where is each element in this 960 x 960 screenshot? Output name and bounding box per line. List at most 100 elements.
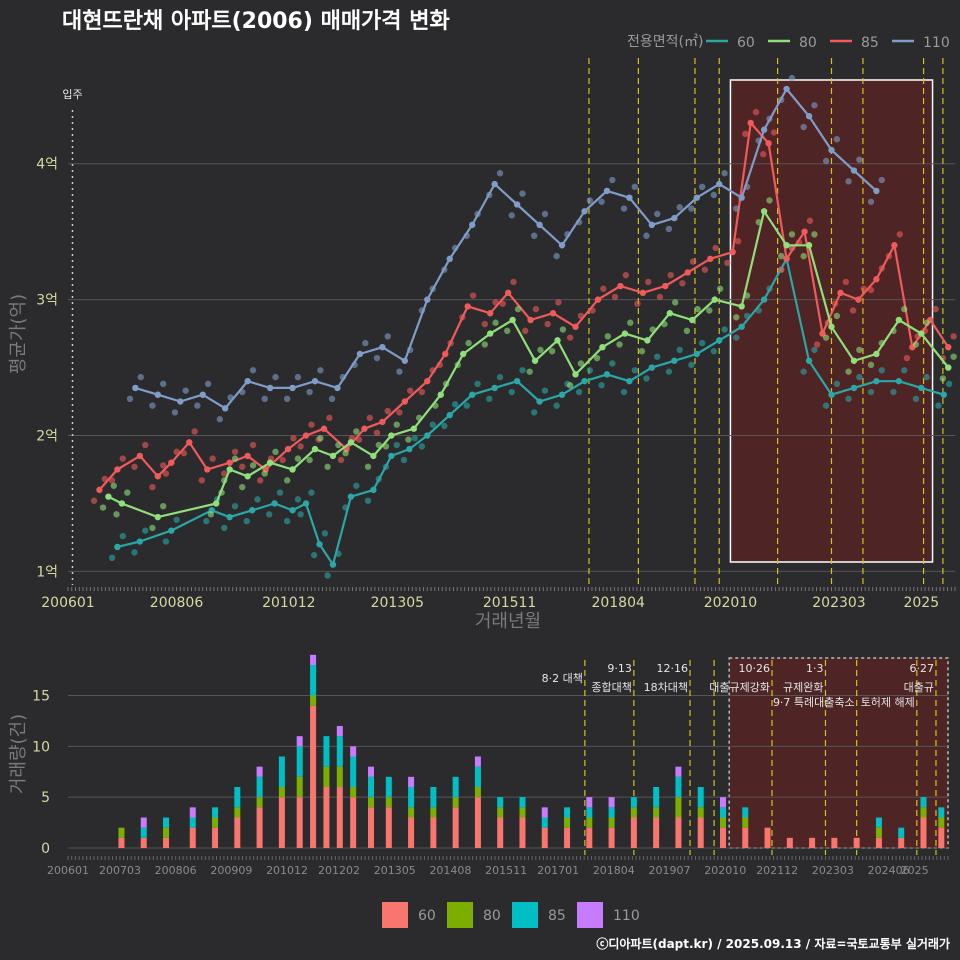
data-point-110	[469, 221, 476, 229]
data-point-85	[617, 282, 624, 290]
scatter-point-60	[620, 388, 628, 396]
scatter-point-60	[811, 346, 818, 354]
move-in-label: 입주	[62, 88, 82, 101]
scatter-point-110	[811, 102, 818, 109]
scatter-point-60	[676, 346, 683, 354]
scatter-point-60	[324, 572, 331, 579]
policy-sublabel: 종합대책	[591, 681, 631, 694]
policy-label: 12·16	[657, 662, 689, 675]
scatter-point-110	[878, 176, 885, 184]
scatter-point-80	[231, 455, 239, 462]
scatter-point-60	[609, 360, 616, 367]
volume-bar-80	[586, 817, 593, 828]
scatter-point-60	[297, 511, 304, 518]
data-point-110	[266, 384, 274, 392]
data-point-110	[716, 180, 723, 188]
volume-x-tick-label: 200806	[155, 864, 197, 877]
volume-bar-80	[336, 766, 343, 787]
volume-bar-85	[430, 787, 437, 808]
volume-x-tick-label: 200909	[210, 864, 252, 877]
data-point-60	[895, 377, 903, 385]
scatter-point-80	[683, 327, 691, 335]
volume-bar-85	[140, 827, 147, 838]
volume-bar-110	[608, 797, 615, 808]
policy-label: 9·13	[607, 662, 632, 675]
scatter-point-110	[204, 380, 212, 388]
scatter-point-80	[548, 348, 556, 355]
scatter-point-60	[266, 511, 273, 518]
data-point-85	[204, 466, 211, 473]
data-point-60	[648, 364, 656, 371]
data-point-85	[186, 439, 193, 446]
policy-sublabel: 대출규제강화	[709, 681, 770, 694]
scatter-point-80	[800, 252, 807, 260]
volume-bar-85	[212, 807, 219, 818]
volume-bar-85	[367, 776, 374, 798]
volume-bar-80	[742, 817, 749, 828]
data-point-60	[302, 500, 310, 507]
data-point-85	[302, 432, 310, 439]
volume-bar-60	[336, 787, 343, 848]
scatter-point-60	[451, 401, 459, 408]
scatter-point-85	[903, 354, 911, 362]
volume-bar-110	[256, 766, 263, 777]
data-point-85	[361, 425, 368, 432]
x-axis-label: 거래년월	[475, 611, 541, 632]
volume-bar-60	[474, 797, 481, 848]
scatter-point-80	[845, 368, 852, 375]
data-point-60	[738, 323, 745, 330]
scatter-point-80	[465, 339, 472, 347]
scatter-point-60	[496, 373, 504, 381]
volume-bar-80	[118, 827, 125, 838]
volume-x-tick-label: 202303	[812, 864, 854, 877]
scatter-point-80	[283, 477, 291, 484]
scatter-point-60	[429, 421, 436, 428]
scatter-point-60	[441, 422, 448, 430]
scatter-point-85	[622, 271, 629, 279]
data-point-85	[464, 303, 471, 310]
data-point-85	[549, 310, 557, 317]
y-tick-label: 4억	[36, 157, 58, 173]
scatter-point-60	[721, 326, 728, 333]
data-point-85	[707, 255, 714, 263]
volume-bar-80	[323, 766, 330, 787]
x-tick-label: 2025	[903, 595, 939, 611]
data-point-60	[513, 377, 521, 385]
policy-label: 6·27	[909, 662, 934, 675]
scatter-point-110	[530, 232, 538, 239]
volume-bar-110	[719, 797, 726, 808]
volume-bar-60	[323, 787, 330, 848]
data-point-80	[738, 303, 745, 310]
scatter-point-85	[396, 409, 403, 416]
scatter-point-85	[384, 407, 391, 415]
volume-bar-110	[408, 776, 415, 787]
data-point-80	[437, 391, 444, 398]
volume-bar-60	[118, 837, 125, 848]
volume-x-tick-label: 200703	[99, 864, 141, 877]
scatter-point-60	[364, 497, 372, 504]
scatter-point-80	[867, 361, 875, 369]
scatter-point-60	[418, 443, 426, 450]
scatter-point-60	[530, 409, 538, 416]
scatter-point-80	[811, 231, 818, 238]
scatter-point-110	[261, 395, 268, 403]
scatter-point-110	[126, 395, 134, 403]
volume-plot: 0 5 10 15 200601 200703 200806 200909 201012 2012…	[32, 654, 949, 877]
scatter-point-80	[901, 305, 908, 313]
data-point-60	[388, 452, 395, 460]
scatter-point-110	[553, 252, 560, 260]
scatter-point-60	[294, 496, 302, 503]
scatter-point-85	[297, 443, 304, 450]
scatter-point-110	[620, 205, 628, 212]
volume-bar-60	[163, 837, 170, 848]
volume-bar-60	[212, 827, 219, 848]
volume-bar-85	[474, 766, 481, 787]
data-point-60	[918, 384, 925, 392]
scatter-point-110	[496, 170, 504, 177]
volume-bar-60	[452, 807, 459, 848]
scatter-point-110	[586, 197, 594, 204]
policy-sublabel: 9·7 특례대출축소	[773, 696, 855, 709]
scatter-point-85	[777, 266, 785, 273]
data-point-80	[644, 337, 651, 344]
scatter-point-85	[90, 497, 98, 504]
